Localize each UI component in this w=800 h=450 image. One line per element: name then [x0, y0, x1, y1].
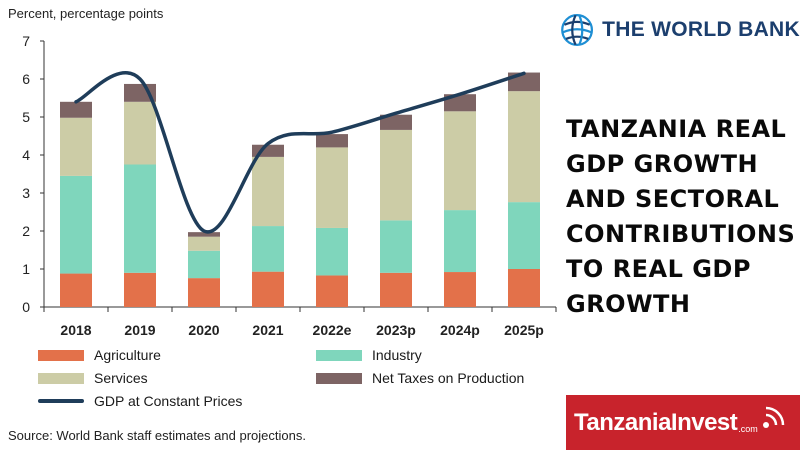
headline-line: AND SECTORAL [566, 185, 780, 213]
tanzaniainvest-wordmark: TanzaniaInvest [574, 408, 738, 436]
bar-segment-services [124, 101, 156, 165]
y-tick-label: 6 [22, 71, 30, 87]
headline-line: GROWTH [566, 290, 691, 318]
x-tick-label: 2018 [60, 322, 91, 338]
x-tick-label: 2021 [252, 322, 283, 338]
legend-label-net-taxes: Net Taxes on Production [372, 370, 525, 386]
bar-segment-agriculture [252, 271, 284, 307]
bar-segment-industry [508, 202, 540, 269]
globe-icon [561, 14, 594, 46]
legend-item-services: Services [38, 370, 148, 386]
legend-item-agriculture: Agriculture [38, 347, 161, 363]
headline-line: TANZANIA REAL [566, 115, 787, 143]
headline-line: TO REAL GDP [566, 255, 751, 283]
legend-label-agriculture: Agriculture [94, 347, 161, 363]
world-bank-logo: THE WORLD BANK [560, 2, 800, 58]
y-axis-caption: Percent, percentage points [8, 6, 164, 21]
legend-swatch-industry [316, 349, 362, 361]
bar-segment-agriculture [444, 272, 476, 307]
gdp-line [74, 71, 526, 234]
legend-item-net-taxes: Net Taxes on Production [316, 370, 524, 386]
legend-item-industry: Industry [316, 347, 422, 363]
source-note: Source: World Bank staff estimates and p… [8, 428, 306, 443]
bar-segment-net-taxes [316, 134, 348, 148]
bar-segment-industry [444, 210, 476, 273]
bar-segment-services [444, 111, 476, 211]
headline-line: GDP GROWTH [566, 150, 759, 178]
bar-segment-industry [316, 227, 348, 276]
bar-segment-industry [60, 175, 92, 274]
bar-segment-net-taxes [188, 232, 220, 237]
legend-label-industry: Industry [372, 347, 422, 363]
bar-segment-industry [380, 220, 412, 273]
bar-segment-industry [252, 226, 284, 272]
y-tick-label: 2 [22, 223, 30, 239]
bar-segment-net-taxes [60, 101, 92, 118]
x-tick-label: 2019 [124, 322, 155, 338]
legend-item-gdp: GDP at Constant Prices [38, 393, 242, 409]
legend-swatch-services [38, 372, 84, 384]
bar-segment-agriculture [508, 269, 540, 307]
bar-segment-agriculture [124, 272, 156, 307]
bar-segment-services [380, 129, 412, 221]
chart: 0 1 2 3 4 5 6 7 2018 2019 2020 2021 2022e 2023p 2024p 2… [22, 33, 557, 338]
y-tick-label: 3 [22, 185, 30, 201]
x-tick-label: 2022e [313, 322, 352, 338]
x-tick-label: 2025p [504, 322, 544, 338]
x-tick-label: 2020 [188, 322, 219, 338]
x-tick-label: 2023p [376, 322, 416, 338]
headline: TANZANIA REAL GDP GROWTH AND SECTORAL CO… [566, 112, 798, 322]
y-tick-label: 5 [22, 109, 30, 125]
tanzaniainvest-suffix: .com [738, 423, 758, 434]
legend-swatch-net-taxes [316, 372, 362, 384]
bar-segment-services [252, 156, 284, 227]
bar-segment-agriculture [380, 272, 412, 307]
bar-segment-industry [124, 164, 156, 273]
bar-segment-services [60, 117, 92, 176]
bar-segment-services [508, 91, 540, 203]
x-tick-label: 2024p [440, 322, 480, 338]
bar-segment-agriculture [188, 278, 220, 307]
bar-segment-agriculture [316, 275, 348, 307]
legend-label-gdp: GDP at Constant Prices [94, 393, 243, 409]
world-bank-wordmark: THE WORLD BANK [602, 18, 800, 41]
legend-label-services: Services [94, 370, 148, 386]
y-tick-label: 4 [22, 147, 30, 163]
tanzaniainvest-logo: TanzaniaInvest .com [566, 395, 800, 450]
bar-segment-agriculture [60, 273, 92, 307]
signal-icon [762, 406, 785, 428]
y-tick-label: 7 [22, 33, 30, 49]
headline-line: CONTRIBUTIONS [566, 220, 796, 248]
bar-segment-services [316, 147, 348, 228]
bar-segment-net-taxes [380, 114, 412, 130]
legend-swatch-gdp [38, 399, 84, 403]
bar-segment-industry [188, 250, 220, 279]
y-tick-label: 1 [22, 261, 30, 277]
legend-swatch-agriculture [38, 349, 84, 361]
bar-segment-services [188, 236, 220, 251]
y-tick-label: 0 [22, 299, 30, 315]
